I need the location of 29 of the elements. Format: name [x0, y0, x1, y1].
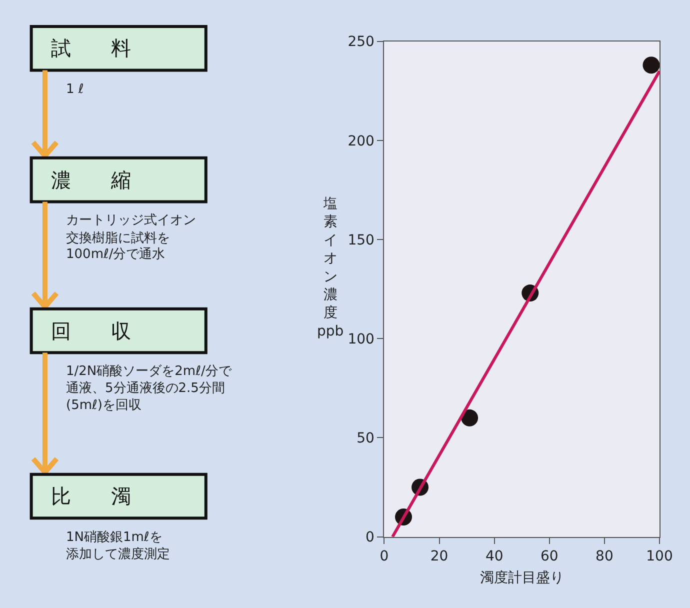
y-tick-label: 200 — [348, 133, 374, 150]
y-tick-label: 50 — [356, 430, 374, 447]
text: 試 料 — [51, 36, 131, 60]
x-tick-label: 40 — [485, 548, 504, 565]
x-tick-label: 0 — [380, 548, 389, 565]
y-tick-label: 100 — [348, 332, 374, 348]
y-tick-label: 150 — [348, 232, 374, 248]
y-axis-title: 塩素イオン濃度 ppb — [317, 196, 344, 340]
text: 1/2N硝酸ソーダを2mℓ/分で — [66, 364, 232, 379]
y-tick-label: 250 — [348, 34, 374, 50]
text: 交換樹脂に試料を — [66, 230, 170, 246]
text: カートリッジ式イオン — [66, 213, 196, 228]
text: 添加して濃度測定 — [66, 546, 170, 562]
x-axis-title: 濁度計目盛り — [480, 570, 564, 586]
text: 濃 縮 — [51, 168, 131, 192]
x-tick-label: 60 — [540, 548, 558, 565]
x-tick-label: 80 — [596, 548, 614, 565]
text: 1 ℓ — [66, 82, 84, 97]
text: 100mℓ/分で通水 — [66, 247, 166, 262]
text: (5mℓ)を回収 — [66, 398, 142, 413]
text: 比 濁 — [51, 484, 131, 508]
y-tick-label: 0 — [366, 530, 374, 546]
x-tick-label: 100 — [646, 548, 673, 565]
point — [642, 56, 660, 74]
point — [461, 409, 478, 426]
text: 回 収 — [51, 319, 131, 343]
text: 通液、5分通液後の2.5分間 — [66, 381, 225, 396]
x-tick-label: 20 — [430, 548, 448, 565]
text: 1N硝酸銀1mℓを — [66, 530, 162, 545]
